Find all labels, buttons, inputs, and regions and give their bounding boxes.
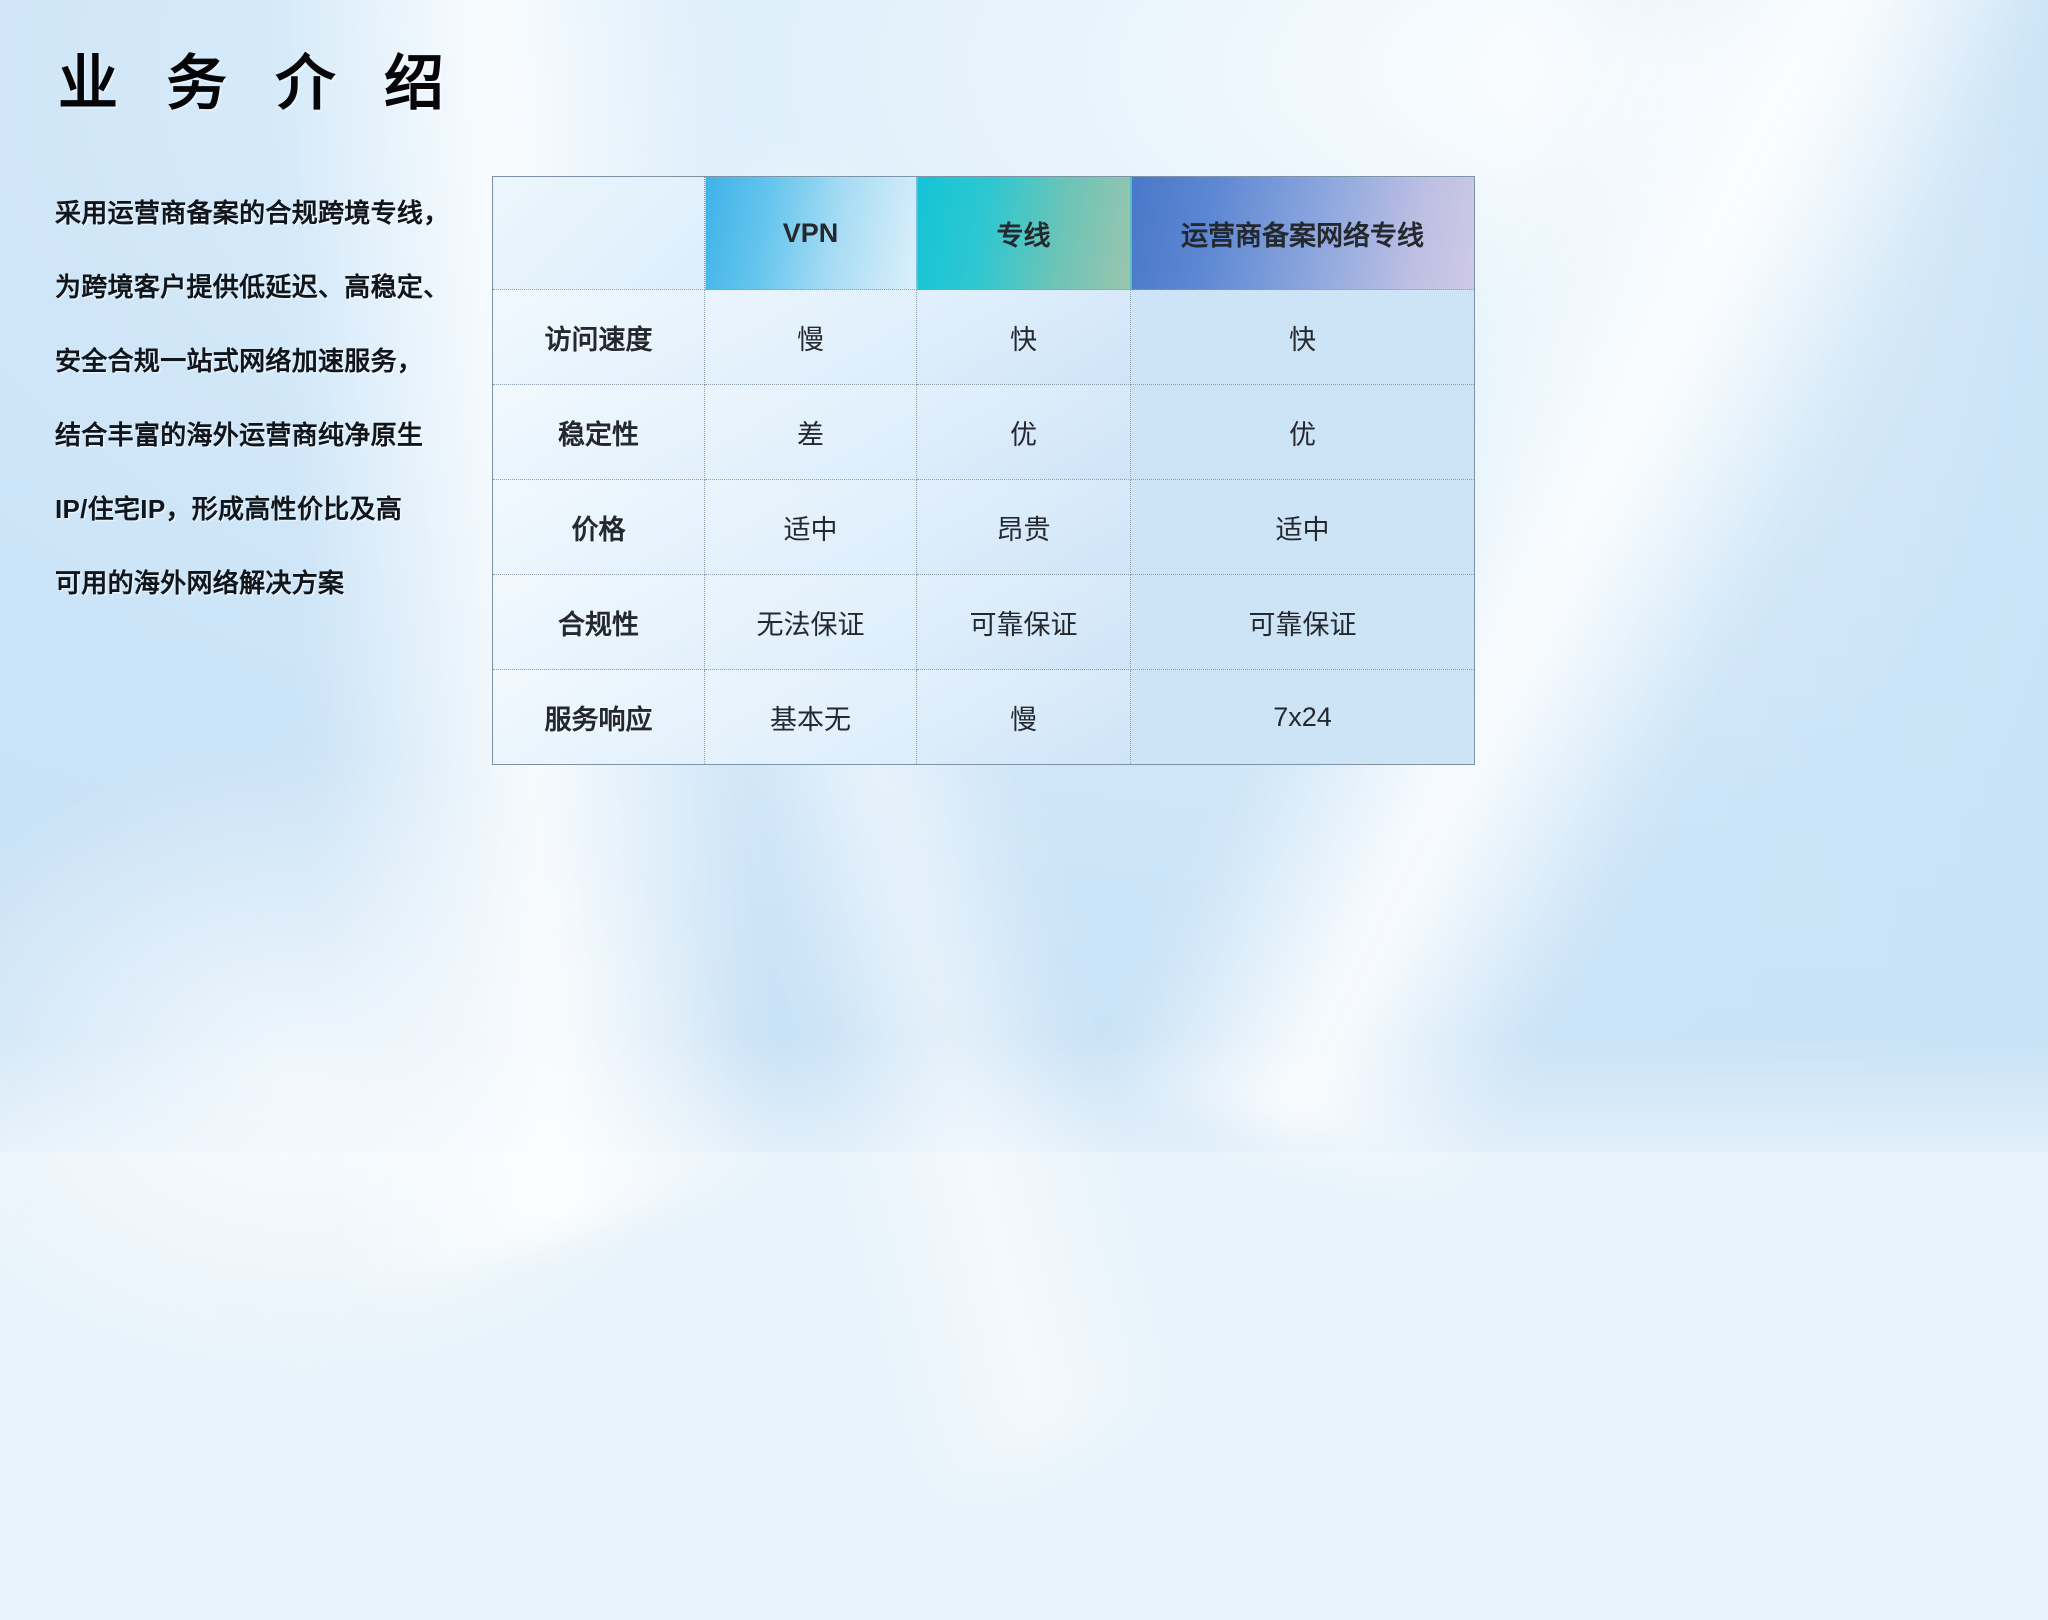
cell-leased-access-speed: 快 [916, 289, 1131, 385]
table-row: 价格 适中 昂贵 适中 [492, 479, 1475, 575]
table-row: 稳定性 差 优 优 [492, 384, 1475, 480]
background-bottom-band [0, 1036, 2048, 1152]
cell-vpn-compliance: 无法保证 [704, 574, 917, 670]
cell-leased-compliance: 可靠保证 [916, 574, 1131, 670]
table-header-vpn: VPN [704, 176, 917, 290]
cell-leased-service-response: 慢 [916, 669, 1131, 765]
description-line-1: 采用运营商备案的合规跨境专线， [55, 198, 450, 228]
description-line-3: 安全合规一站式网络加速服务， [55, 346, 424, 376]
comparison-table: VPN 专线 运营商备案网络专线 访问速度 慢 快 快 稳定性 差 优 优 价格… [492, 176, 1475, 765]
description-line-5: IP/住宅IP，形成高性价比及高 [55, 494, 403, 524]
cell-leased-stability: 优 [916, 384, 1131, 480]
row-label-compliance: 合规性 [492, 574, 705, 670]
table-header-blank [492, 176, 705, 290]
cell-leased-price: 昂贵 [916, 479, 1131, 575]
cell-carrier-price: 适中 [1130, 479, 1475, 575]
cell-vpn-stability: 差 [704, 384, 917, 480]
row-label-stability: 稳定性 [492, 384, 705, 480]
row-label-access-speed: 访问速度 [492, 289, 705, 385]
cell-vpn-service-response: 基本无 [704, 669, 917, 765]
table-header-row: VPN 专线 运营商备案网络专线 [492, 176, 1475, 290]
description-line-4: 结合丰富的海外运营商纯净原生 [55, 420, 424, 450]
cell-carrier-compliance: 可靠保证 [1130, 574, 1475, 670]
cell-carrier-service-response: 7x24 [1130, 669, 1475, 765]
table-header-leased-line: 专线 [916, 176, 1131, 290]
description-line-2: 为跨境客户提供低延迟、高稳定、 [55, 272, 450, 302]
description-line-6: 可用的海外网络解决方案 [55, 568, 345, 598]
row-label-price: 价格 [492, 479, 705, 575]
cell-carrier-stability: 优 [1130, 384, 1475, 480]
table-row: 访问速度 慢 快 快 [492, 289, 1475, 385]
page-title: 业 务 介 绍 [58, 50, 461, 117]
cell-vpn-access-speed: 慢 [704, 289, 917, 385]
table-header-carrier-line: 运营商备案网络专线 [1130, 176, 1475, 290]
table-row: 服务响应 基本无 慢 7x24 [492, 669, 1475, 765]
cell-vpn-price: 适中 [704, 479, 917, 575]
row-label-service-response: 服务响应 [492, 669, 705, 765]
cell-carrier-access-speed: 快 [1130, 289, 1475, 385]
table-row: 合规性 无法保证 可靠保证 可靠保证 [492, 574, 1475, 670]
description-paragraph: 采用运营商备案的合规跨境专线， 为跨境客户提供低延迟、高稳定、 安全合规一站式网… [55, 176, 475, 620]
